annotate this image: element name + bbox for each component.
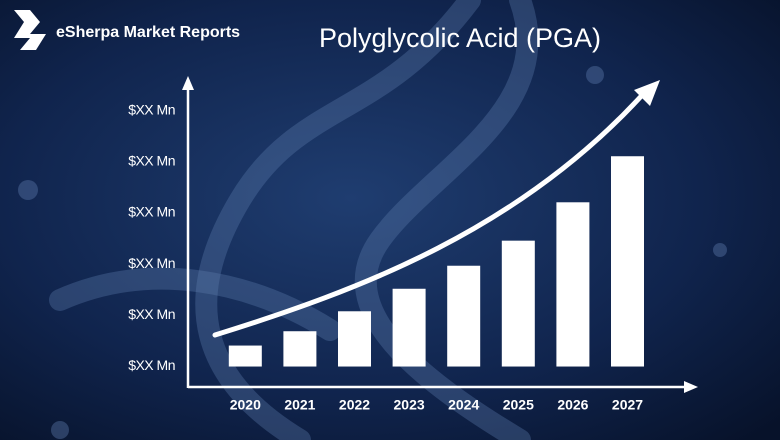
x-tick-label: 2025 <box>503 397 534 413</box>
trend-arrow <box>212 89 648 338</box>
y-tick-label: $XX Mn <box>128 357 175 373</box>
bokeh <box>18 66 727 439</box>
x-tick-label: 2027 <box>612 397 643 413</box>
logo: eSherpa Market Reports <box>14 10 240 50</box>
y-tick-label: $XX Mn <box>128 153 175 169</box>
logo-icon <box>14 10 46 50</box>
bar <box>556 202 590 367</box>
bar <box>611 156 644 367</box>
bar <box>283 331 317 367</box>
y-tick-label: $XX Mn <box>128 306 175 322</box>
chart-title: Polyglycolic Acid (PGA) <box>319 23 601 53</box>
bar <box>338 311 371 367</box>
x-axis-arrow <box>684 381 698 393</box>
axes <box>186 86 688 389</box>
dna-decoration <box>49 0 539 440</box>
y-axis-arrow <box>182 76 194 90</box>
trend-arrow-head <box>634 80 660 106</box>
brand-name: eSherpa Market Reports <box>56 24 240 41</box>
bar <box>447 265 481 367</box>
x-tick-label: 2026 <box>557 397 588 413</box>
bar <box>501 240 535 367</box>
x-tick-label: 2023 <box>394 397 425 413</box>
y-tick-label: $XX Mn <box>128 204 175 220</box>
x-tick-label: 2022 <box>339 397 370 413</box>
x-tick-label: 2021 <box>284 397 315 413</box>
y-tick-label: $XX Mn <box>128 101 175 117</box>
bar <box>392 288 426 367</box>
x-tick-label: 2020 <box>230 397 261 413</box>
y-tick-label: $XX Mn <box>128 255 175 271</box>
bar <box>228 345 262 367</box>
x-tick-label: 2024 <box>448 397 479 413</box>
